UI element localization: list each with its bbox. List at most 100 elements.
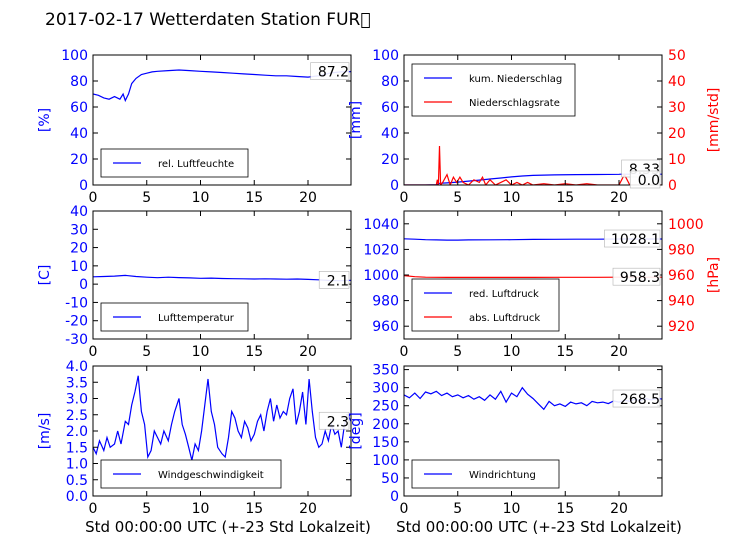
humidity-ytick-label: 20 [70, 152, 88, 168]
humidity-xtick-label: 20 [299, 190, 317, 206]
humidity-latest-label: 87.2 [318, 65, 349, 81]
wind-direction-ytick-label: 100 [372, 453, 399, 469]
wind-speed-ytick-label: 1.5 [66, 440, 88, 456]
precipitation-ytick-label: 100 [372, 48, 399, 64]
temperature-frame [92, 210, 352, 340]
pressure-y2tick-label: 920 [668, 319, 695, 335]
wind-direction-frame [403, 365, 663, 497]
pressure-ytick-label: 980 [372, 294, 399, 310]
wind-direction-xtick-label: 20 [610, 501, 628, 517]
pressure-legend-label: red. Luftdruck [469, 289, 539, 300]
wind-speed-ytick-label: 3.0 [66, 392, 88, 408]
humidity-latest-box [310, 62, 350, 80]
humidity-legend-label: rel. Luftfeuchte [158, 159, 234, 170]
wind-speed-legend-label: Windgeschwindigkeit [158, 470, 264, 481]
pressure-xtick-label: 15 [556, 344, 574, 360]
wind-speed-ytick-label: 0.5 [66, 473, 88, 489]
pressure-latest-label: 1028.1 [611, 232, 660, 248]
temperature-xtick-label: 10 [192, 344, 210, 360]
pressure-ytick-label: 960 [372, 319, 399, 335]
precipitation-ytick-label: 80 [381, 74, 399, 90]
pressure-xtick-label: 20 [610, 344, 628, 360]
temperature-xtick-label: 0 [89, 344, 98, 360]
precipitation-series-1-line [404, 145, 662, 185]
temperature-ytick-label: 0 [79, 277, 88, 293]
pressure-ytick-label: 1040 [363, 217, 399, 233]
temperature-ylabel: [C] [37, 265, 53, 286]
pressure-latest-box [604, 229, 661, 248]
precipitation-ytick-label: 0 [390, 178, 399, 194]
precipitation-y2tick-label: 40 [668, 74, 686, 90]
temperature-ytick-label: 10 [70, 259, 88, 275]
pressure-legend-box [411, 278, 560, 332]
precipitation-latest-label: 0.0 [638, 173, 660, 189]
wind-speed-ytick-label: 4.0 [66, 359, 88, 375]
humidity-xtick-label: 15 [245, 190, 263, 206]
precipitation-legend-box [411, 63, 576, 117]
precipitation-ytick-label: 40 [381, 126, 399, 142]
temperature-ytick-label: -20 [65, 314, 88, 330]
wind-speed-ytick-label: 0.0 [66, 489, 88, 505]
wind-direction-xtick-label: 5 [453, 501, 462, 517]
wind-direction-latest-label: 268.5 [620, 392, 660, 408]
pressure-ytick-label: 1000 [363, 268, 399, 284]
pressure-y2label: [hPa] [706, 257, 722, 293]
temperature-xtick-label: 5 [142, 344, 151, 360]
precipitation-latest-box [629, 170, 661, 189]
humidity-series-0-line [93, 69, 351, 103]
temperature-latest-label: 2.1 [327, 273, 349, 289]
wind-direction-legend-label: Windrichtung [469, 470, 536, 481]
wind-speed-xtick-label: 20 [299, 501, 317, 517]
wind-direction-ytick-label: 50 [381, 471, 399, 487]
wind-speed-xtick-label: 15 [245, 501, 263, 517]
temperature-xtick-label: 20 [299, 344, 317, 360]
pressure-y2tick-label: 940 [668, 294, 695, 310]
pressure-series-1-line [404, 275, 662, 278]
pressure-legend-label: abs. Luftdruck [469, 313, 540, 324]
wind-direction-ytick-label: 350 [372, 363, 399, 379]
wind-speed-ylabel: [m/s] [37, 413, 53, 450]
precipitation-y2label: [mm/std] [706, 88, 722, 153]
wind-direction-ylabel: [deg] [348, 412, 364, 449]
wind-direction-ytick-label: 0 [390, 489, 399, 505]
wind-direction-ytick-label: 200 [372, 417, 399, 433]
wind-direction-xlabel: Std 00:00:00 UTC (+-23 Std Lokalzeit) [396, 518, 682, 536]
temperature-ytick-label: 20 [70, 241, 88, 257]
precipitation-xtick-label: 15 [556, 190, 574, 206]
temperature-legend-label: Lufttemperatur [158, 313, 235, 324]
humidity-ytick-label: 60 [70, 100, 88, 116]
wind-speed-legend-box [100, 459, 282, 489]
wind-direction-ytick-label: 300 [372, 381, 399, 397]
precipitation-y2tick-label: 30 [668, 100, 686, 116]
precipitation-xtick-label: 10 [503, 190, 521, 206]
temperature-ytick-label: -10 [65, 295, 88, 311]
temperature-series-0-line [93, 274, 351, 282]
precipitation-xtick-label: 0 [400, 190, 409, 206]
wind-speed-latest-box [318, 411, 350, 430]
wind-speed-ytick-label: 1.0 [66, 457, 88, 473]
wind-direction-xtick-label: 15 [556, 501, 574, 517]
precipitation-ylabel: [mm] [348, 101, 364, 139]
precipitation-y2tick-label: 20 [668, 126, 686, 142]
precipitation-y2tick-label: 10 [668, 152, 686, 168]
pressure-y2tick-label: 980 [668, 242, 695, 258]
humidity-xtick-label: 5 [142, 190, 151, 206]
wind-speed-ytick-label: 3.5 [66, 375, 88, 391]
humidity-ytick-label: 40 [70, 126, 88, 142]
precipitation-ytick-label: 20 [381, 152, 399, 168]
humidity-ylabel: [%] [37, 108, 53, 132]
wind-direction-latest-box [612, 389, 661, 408]
wind-direction-ytick-label: 250 [372, 399, 399, 415]
pressure-latest-box [612, 267, 661, 286]
precipitation-ytick-label: 60 [381, 100, 399, 116]
wind-speed-xtick-label: 10 [192, 501, 210, 517]
wind-direction-xtick-label: 0 [400, 501, 409, 517]
pressure-latest-label: 958.3 [620, 270, 660, 286]
precipitation-series-0-line [404, 173, 662, 185]
figure-title: 2017-02-17 Wetterdaten Station FUR  [45, 10, 371, 30]
pressure-y2tick-label: 1000 [668, 217, 704, 233]
pressure-xtick-label: 0 [400, 344, 409, 360]
wind-direction-ytick-label: 150 [372, 435, 399, 451]
wind-speed-xlabel: Std 00:00:00 UTC (+-23 Std Lokalzeit) [85, 518, 371, 536]
